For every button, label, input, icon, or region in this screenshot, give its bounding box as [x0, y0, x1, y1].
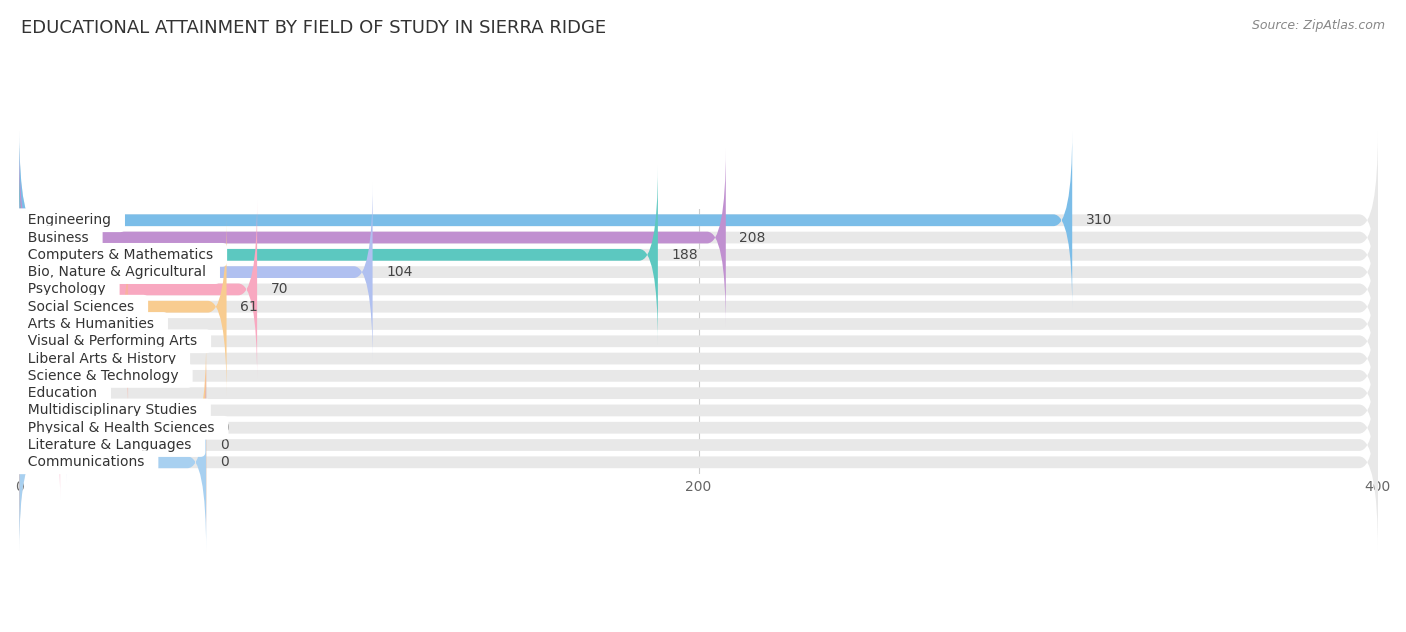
- Text: Source: ZipAtlas.com: Source: ZipAtlas.com: [1251, 19, 1385, 32]
- FancyBboxPatch shape: [20, 200, 257, 379]
- FancyBboxPatch shape: [20, 321, 1378, 500]
- FancyBboxPatch shape: [20, 149, 725, 327]
- Text: 12: 12: [73, 403, 91, 418]
- Text: 17: 17: [91, 369, 108, 383]
- Text: 22: 22: [108, 334, 125, 348]
- Text: 104: 104: [387, 265, 412, 279]
- Text: 21: 21: [104, 351, 122, 365]
- FancyBboxPatch shape: [20, 183, 373, 362]
- Text: Science & Technology: Science & Technology: [20, 369, 188, 383]
- Text: 0: 0: [219, 421, 229, 435]
- FancyBboxPatch shape: [20, 356, 1378, 534]
- Text: 188: 188: [672, 248, 699, 262]
- Text: Education: Education: [20, 386, 105, 400]
- FancyBboxPatch shape: [20, 287, 1378, 465]
- Text: Engineering: Engineering: [20, 213, 120, 228]
- Text: Arts & Humanities: Arts & Humanities: [20, 317, 163, 331]
- Text: Multidisciplinary Studies: Multidisciplinary Studies: [20, 403, 207, 418]
- FancyBboxPatch shape: [20, 217, 226, 396]
- FancyBboxPatch shape: [20, 373, 1378, 552]
- FancyBboxPatch shape: [20, 149, 1378, 327]
- Text: Social Sciences: Social Sciences: [20, 300, 143, 313]
- FancyBboxPatch shape: [20, 217, 1378, 396]
- Text: Bio, Nature & Agricultural: Bio, Nature & Agricultural: [20, 265, 215, 279]
- Text: 0: 0: [219, 455, 229, 470]
- FancyBboxPatch shape: [20, 356, 207, 534]
- FancyBboxPatch shape: [20, 166, 658, 344]
- FancyBboxPatch shape: [20, 321, 60, 500]
- Text: Liberal Arts & History: Liberal Arts & History: [20, 351, 186, 365]
- FancyBboxPatch shape: [20, 287, 77, 465]
- Text: 70: 70: [271, 283, 288, 296]
- Text: EDUCATIONAL ATTAINMENT BY FIELD OF STUDY IN SIERRA RIDGE: EDUCATIONAL ATTAINMENT BY FIELD OF STUDY…: [21, 19, 606, 37]
- Text: 310: 310: [1085, 213, 1112, 228]
- FancyBboxPatch shape: [20, 234, 1378, 413]
- FancyBboxPatch shape: [20, 166, 1378, 344]
- Text: Computers & Mathematics: Computers & Mathematics: [20, 248, 222, 262]
- FancyBboxPatch shape: [20, 304, 1378, 482]
- Text: Literature & Languages: Literature & Languages: [20, 438, 201, 452]
- Text: Business: Business: [20, 231, 98, 245]
- Text: Psychology: Psychology: [20, 283, 115, 296]
- FancyBboxPatch shape: [20, 131, 1073, 310]
- FancyBboxPatch shape: [20, 269, 91, 448]
- FancyBboxPatch shape: [20, 131, 1378, 310]
- FancyBboxPatch shape: [20, 234, 128, 413]
- FancyBboxPatch shape: [20, 269, 1378, 448]
- Text: Physical & Health Sciences: Physical & Health Sciences: [20, 421, 224, 435]
- Text: 0: 0: [219, 438, 229, 452]
- Text: Communications: Communications: [20, 455, 153, 470]
- FancyBboxPatch shape: [20, 252, 94, 430]
- Text: 208: 208: [740, 231, 766, 245]
- FancyBboxPatch shape: [20, 200, 1378, 379]
- Text: Visual & Performing Arts: Visual & Performing Arts: [20, 334, 207, 348]
- FancyBboxPatch shape: [20, 339, 1378, 517]
- Text: 61: 61: [240, 300, 257, 313]
- FancyBboxPatch shape: [20, 183, 1378, 362]
- FancyBboxPatch shape: [20, 252, 1378, 430]
- FancyBboxPatch shape: [20, 339, 207, 517]
- FancyBboxPatch shape: [20, 304, 67, 482]
- FancyBboxPatch shape: [20, 373, 207, 552]
- Text: 14: 14: [80, 386, 98, 400]
- Text: 32: 32: [142, 317, 159, 331]
